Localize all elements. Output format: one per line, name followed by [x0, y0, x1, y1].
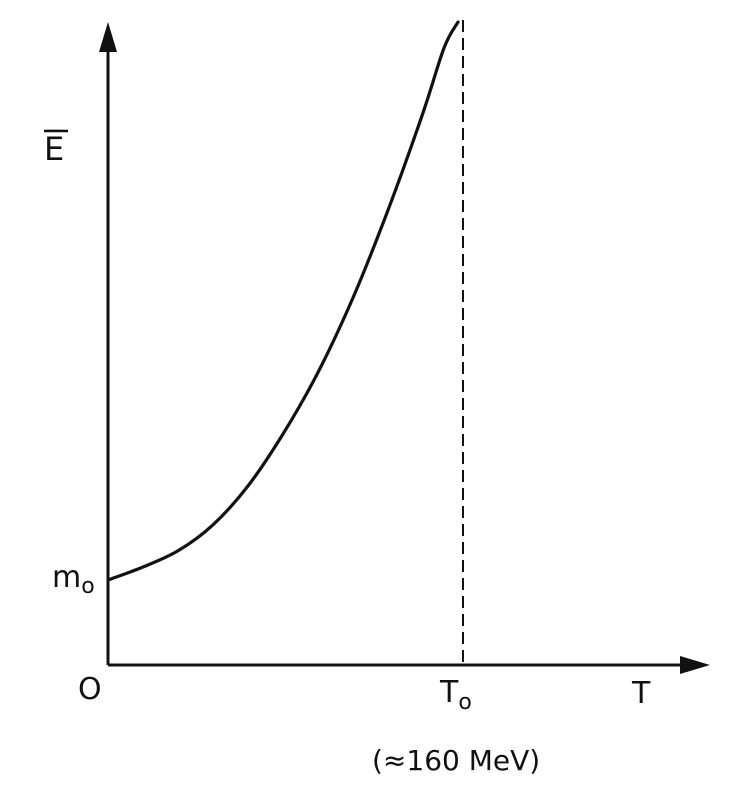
- origin-label: O: [78, 672, 102, 707]
- x-marker-main: T: [439, 675, 459, 710]
- x-marker-note: (≈160 MeV): [372, 744, 540, 777]
- x-axis-arrowhead: [680, 656, 710, 674]
- y-axis-label: E̅: [44, 129, 64, 168]
- y-marker-label: mo: [52, 560, 95, 599]
- x-marker-subscript: o: [458, 690, 471, 715]
- y-axis-arrowhead: [99, 22, 117, 52]
- y-marker-main: m: [52, 560, 81, 595]
- y-marker-subscript: o: [81, 574, 94, 599]
- x-axis-label: T: [631, 676, 651, 711]
- x-marker-label: To: [439, 675, 472, 715]
- energy-curve: [106, 20, 460, 582]
